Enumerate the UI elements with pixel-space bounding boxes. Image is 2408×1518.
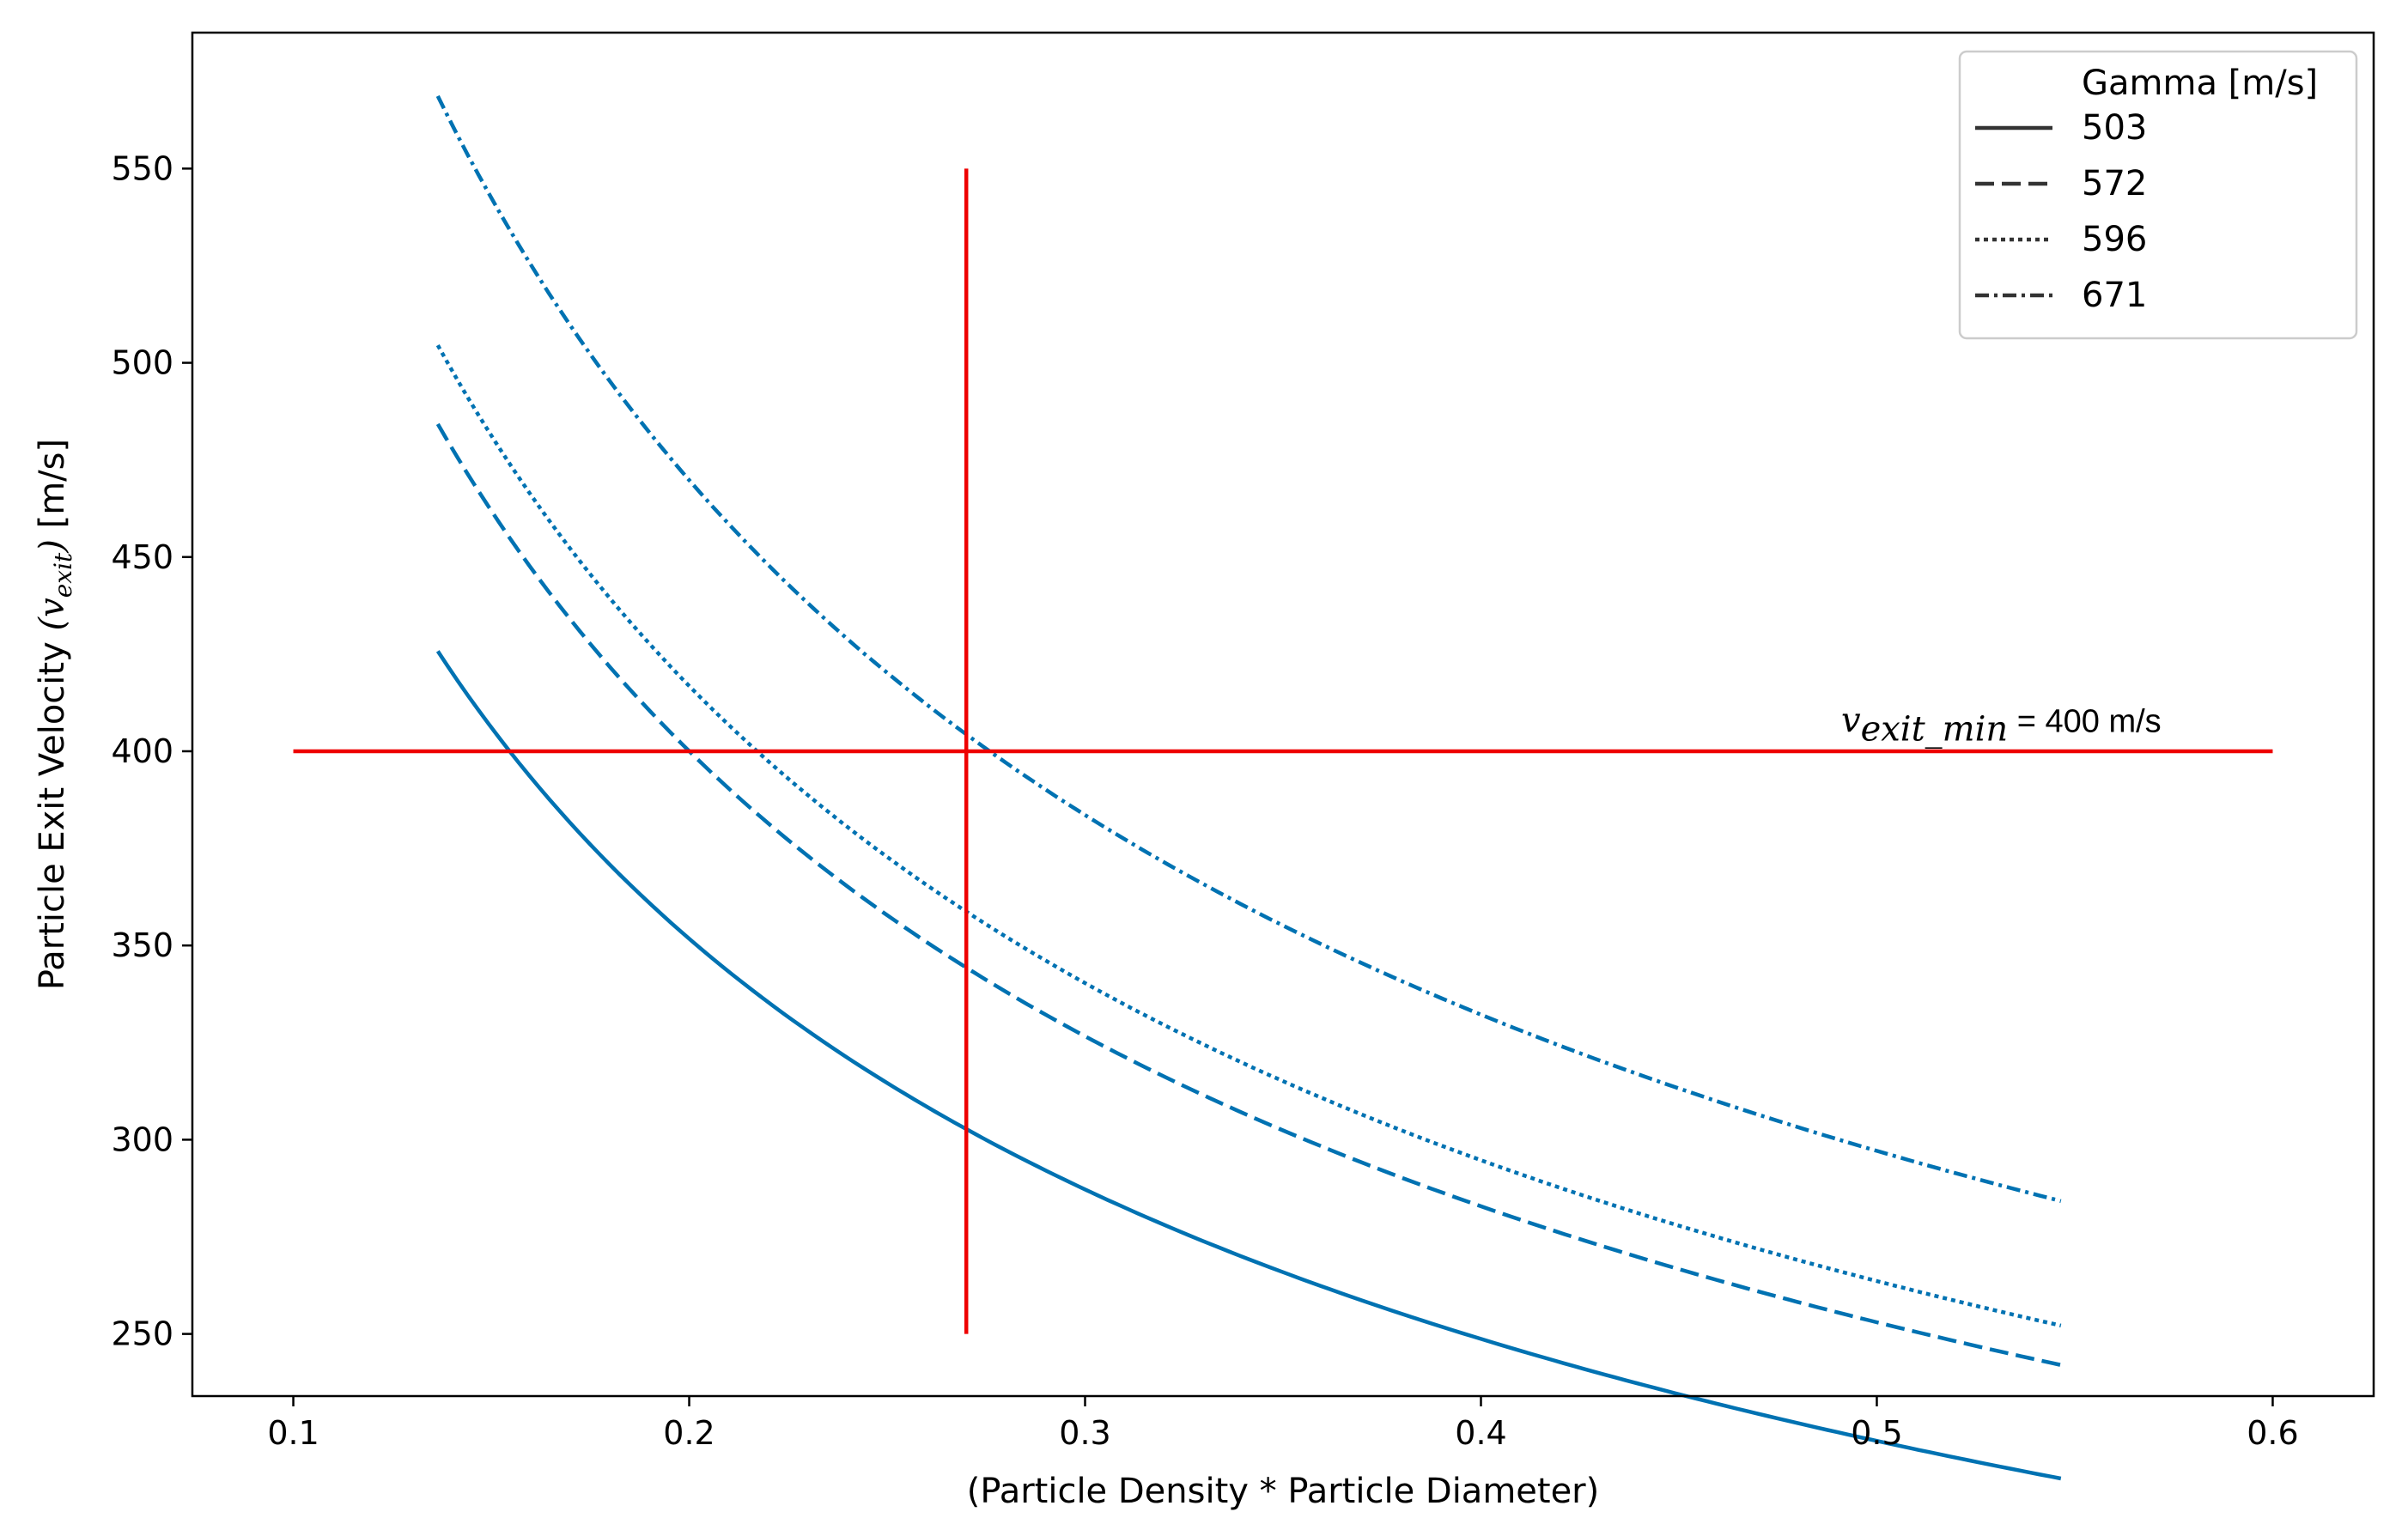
legend[interactable]: Gamma [m/s] 503 572 596 671: [1958, 50, 2358, 340]
threshold-annotation: vexit_min = 400 m/s: [1841, 701, 2162, 749]
x-tick-label: 0.1: [267, 1414, 319, 1452]
legend-label-572: 572: [2082, 164, 2147, 203]
x-tick-label: 0.4: [1455, 1414, 1506, 1452]
y-tick-label: 350: [111, 926, 173, 964]
y-tick-label: 300: [111, 1120, 173, 1158]
y-tick-label: 250: [111, 1315, 173, 1353]
legend-box: [1958, 50, 2358, 340]
x-tick-label: 0.2: [663, 1414, 714, 1452]
legend-title: Gamma [m/s]: [2082, 64, 2318, 103]
series-line-572: [435, 422, 2062, 1367]
x-axis-label: (Particle Density * Particle Diameter): [967, 1472, 1599, 1511]
y-tick-label: 500: [111, 344, 173, 382]
x-axis: 0.1 0.2 0.3 0.4 0.5 0.6: [267, 1396, 2299, 1452]
y-tick-label: 450: [111, 538, 173, 576]
legend-label-671: 671: [2082, 276, 2147, 315]
y-axis: 250 300 350 400 450 500 550: [111, 149, 192, 1353]
legend-label-596: 596: [2082, 220, 2147, 259]
y-tick-label: 550: [111, 149, 173, 187]
x-tick-label: 0.3: [1059, 1414, 1110, 1452]
series-line-503: [435, 650, 2062, 1481]
y-tick-label: 400: [111, 732, 173, 770]
legend-label-503: 503: [2082, 108, 2147, 148]
plot-frame: [191, 31, 2375, 1398]
plot-area: [293, 94, 2273, 1481]
legend-entries: 503 572 596 671: [1975, 108, 2147, 315]
x-tick-label: 0.5: [1851, 1414, 1902, 1452]
y-axis-label: Particle Exit Velocity (vexit) [m/s]: [33, 439, 77, 990]
series-line-671: [435, 94, 2062, 1204]
x-tick-label: 0.6: [2247, 1414, 2298, 1452]
